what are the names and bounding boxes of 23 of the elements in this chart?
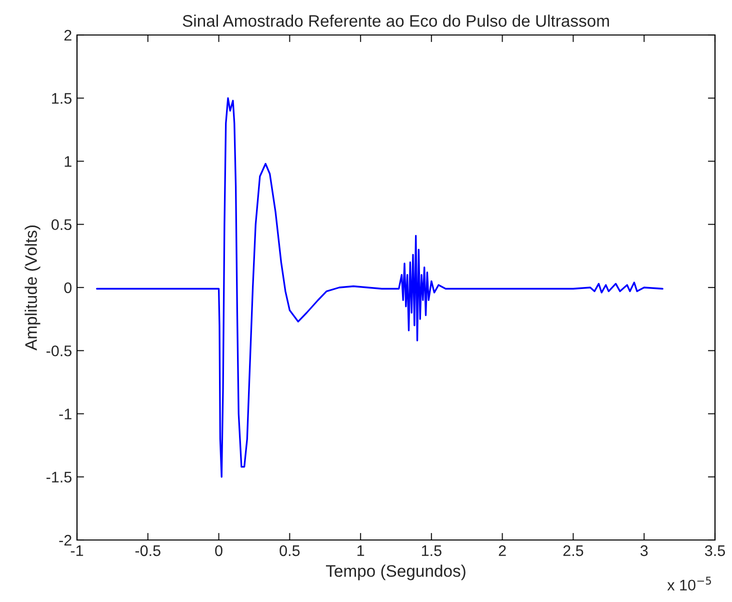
line-series [96,97,664,478]
y-tick-label: 2 [64,30,72,41]
x-tick-label: 2.5 [563,545,584,556]
chart-title: Sinal Amostrado Referente ao Eco do Pulso de Ultrassom [182,14,609,27]
y-tick-label: -0.5 [46,345,72,356]
x-tick-label: 0.5 [280,545,300,556]
x-tick-label: 0 [215,545,222,556]
x-axis-title: Tempo (Segundos) [326,564,466,580]
x-tick-label: 2 [498,545,506,556]
y-tick-label: 1.5 [52,93,72,104]
y-tick-label: 1 [64,156,72,167]
x-tick-label: 3 [640,545,648,556]
y-tick-label: 0.5 [52,219,72,230]
x-tick-label: -0.5 [135,545,160,556]
y-tick-label: -1.5 [46,472,72,483]
x-tick-label: 3.5 [704,545,725,556]
y-axis-title: Amplitude (Volts) [24,226,40,350]
x-tick-label: 1.5 [422,545,442,556]
y-tick-label: -1 [59,408,72,420]
text: x 10$^{−5}$ [667,576,712,591]
x-tick-label: 1 [357,545,364,556]
y-tick-label: -2 [59,534,72,546]
y-tick-label: 0 [64,282,72,294]
